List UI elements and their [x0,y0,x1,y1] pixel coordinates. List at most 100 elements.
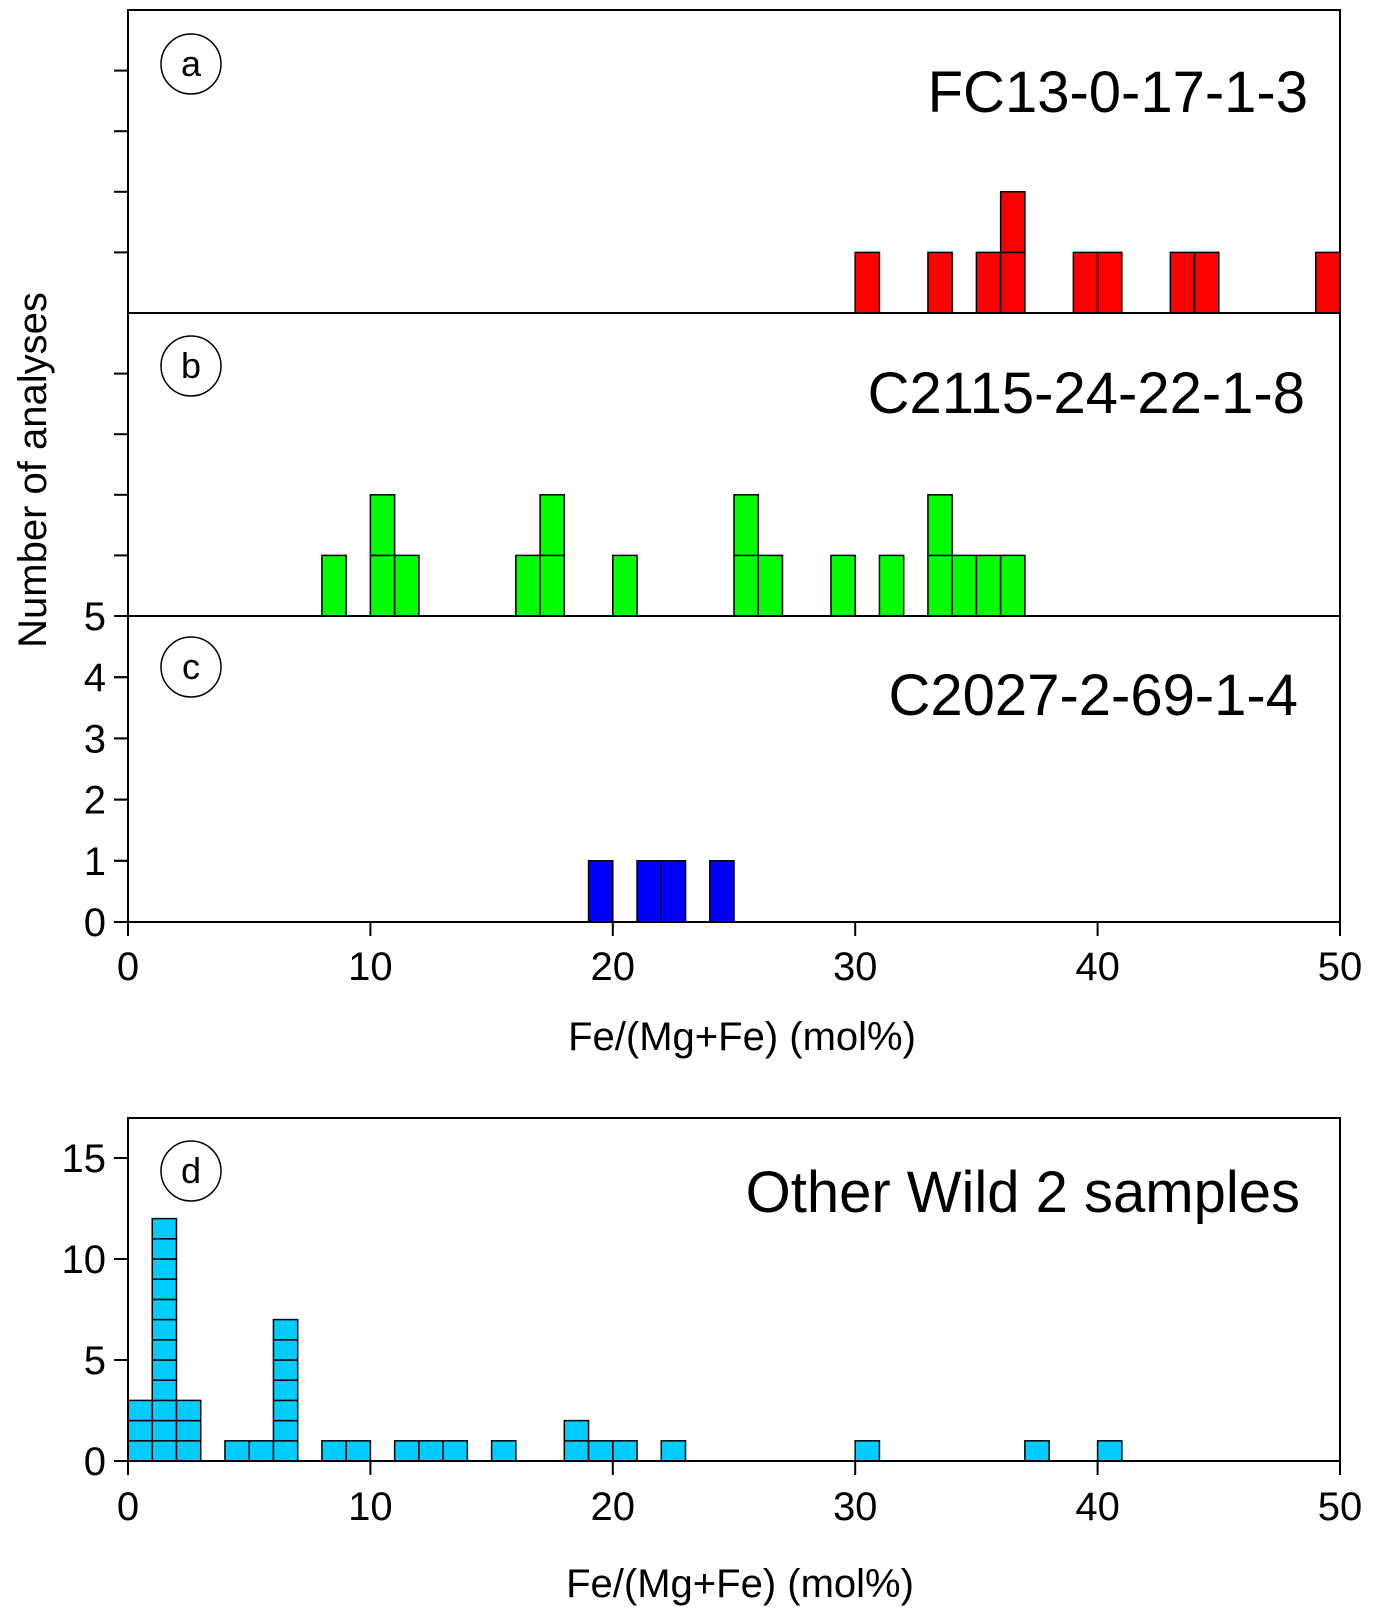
panel-c-bar-0-block-0 [587,860,614,923]
panel-d-xtick-label-10: 10 [348,1485,393,1529]
panel-d-xtick-label-20: 20 [591,1485,636,1529]
panel-c-ytick-label-1: 1 [84,840,106,884]
panel-d-bar-9-block-0 [418,1440,444,1462]
panel-b-bar-5-block-0 [612,554,638,617]
panel-b-bar-1-block-0 [369,554,396,617]
panel-d-xtick-label-50: 50 [1318,1485,1363,1529]
panel-b-bar-12-block-0 [975,554,1002,617]
panel-d-bar-5-block-5 [272,1339,299,1361]
panel-d-bar-17-block-0 [1024,1440,1050,1462]
panel-d-bar-1-block-1 [151,1419,178,1442]
panel-c-ytick-label-0: 0 [84,901,106,945]
panel-d-bar-14-block-0 [612,1440,638,1462]
panel-d-bar-12-block-0 [563,1440,590,1462]
panel-d-bar-1-block-4 [151,1359,178,1381]
panel-b-bar-13-block-0 [999,554,1026,617]
panel-b-bar-8-block-0 [830,554,856,617]
panel-d-bar-5-block-2 [272,1399,299,1422]
panel-c-ytick-label-3: 3 [84,717,106,761]
panel-d-circle [160,1140,222,1202]
panel-d-bar-10-block-0 [442,1440,469,1462]
x-axis-title-bottom: Fe/(Mg+Fe) (mol%) [566,1562,914,1606]
panel-b-bar-4-block-1 [539,494,566,557]
panel-d-bar-15-block-0 [660,1440,687,1462]
panel-a-bar-7-block-0 [1193,251,1220,314]
panel-d-bar-1-block-7 [151,1298,178,1321]
panel-d-xtick-label-0: 0 [117,1485,139,1529]
panel-c-letter: c [182,646,200,687]
panel-d-bar-5-block-1 [272,1419,299,1442]
panel-d-bar-1-block-0 [151,1440,178,1462]
panel-d-bar-16-block-0 [854,1440,881,1462]
panel-d-bar-1-block-10 [151,1238,178,1260]
panel-b-letter: b [181,345,201,386]
panel-d-bar-0-block-0 [127,1440,153,1462]
panel-b-bar-4-block-0 [539,554,566,617]
panel-d-ytick-label-10: 10 [62,1238,107,1282]
panel-d-bar-7-block-0 [345,1440,372,1462]
panel-b-bar-7-block-0 [757,554,784,617]
panel-d-bar-1-block-11 [151,1217,178,1240]
panel-c-xtick-label-10: 10 [348,945,393,989]
panel-c-ytick-label-2: 2 [84,779,106,823]
panel-c-frame [127,615,1341,923]
panel-d-bar-3-block-0 [224,1440,250,1462]
bars-layer [127,191,1341,1462]
panel-a-bar-0-block-0 [854,251,881,314]
panel-a-sample-name: FC13-0-17-1-3 [928,60,1308,125]
panel-d-bar-4-block-0 [248,1440,275,1462]
panel-d-bar-1-block-2 [151,1399,178,1422]
panel-c-bar-1-block-0 [636,860,663,923]
panel-a-bar-3-block-0 [999,251,1026,314]
panel-d-bar-2-block-1 [175,1419,202,1442]
panel-d-bar-5-block-3 [272,1379,299,1402]
panel-c-xtick-label-0: 0 [117,945,139,989]
panel-d-xtick-label-30: 30 [833,1485,878,1529]
panel-c-bar-2-block-0 [660,860,687,923]
panel-b-sample-name: C2115-24-22-1-8 [868,361,1305,426]
panel-d-bar-11-block-0 [490,1440,517,1462]
panel-d-sample-name: Other Wild 2 samples [746,1160,1300,1225]
panel-a-bar-4-block-0 [1072,251,1099,314]
panel-d-ytick-label-0: 0 [84,1440,106,1484]
panel-d-bar-1-block-3 [151,1379,178,1402]
panel-c-ytick-label-5: 5 [84,595,106,639]
panel-b-bar-9-block-0 [878,554,905,617]
panel-b-bar-2-block-0 [393,554,420,617]
panel-d-letter: d [181,1150,201,1191]
panel-b-bar-10-block-1 [927,494,953,557]
panel-c-xtick-label-20: 20 [591,945,636,989]
panel-a-bar-3-block-1 [999,191,1026,254]
panel-d-bar-1-block-6 [151,1318,178,1341]
panel-d-bar-6-block-0 [321,1440,347,1462]
panel-c-xtick-label-50: 50 [1318,945,1363,989]
panel-c-xtick-label-40: 40 [1075,945,1120,989]
panel-d-bar-0-block-1 [127,1419,153,1442]
panel-d-bar-5-block-0 [272,1440,299,1462]
panel-b-bar-3-block-0 [515,554,541,617]
panel-d-ytick-label-15: 15 [62,1137,107,1181]
panel-a-bar-5-block-0 [1096,251,1123,314]
panel-c-sample-name: C2027-2-69-1-4 [889,663,1298,728]
panel-a-circle [160,33,222,95]
panel-a-bar-6-block-0 [1169,251,1196,314]
panel-b-bar-10-block-0 [927,554,953,617]
y-axis-title: Number of analyses [11,292,55,648]
panel-a-bar-2-block-0 [975,251,1002,314]
panel-c-circle [160,636,222,698]
panel-d-bar-13-block-0 [587,1440,614,1462]
panel-d-bar-1-block-5 [151,1339,178,1361]
panel-b-circle [160,335,222,397]
panel-d-bar-1-block-9 [151,1258,178,1280]
panel-a-letter: a [181,43,202,84]
panel-c-ytick-label-4: 4 [84,656,106,700]
panel-d-bar-0-block-2 [127,1399,153,1422]
panel-d-bar-8-block-0 [393,1440,420,1462]
panel-b-bar-6-block-0 [733,554,759,617]
panel-b-bar-1-block-1 [369,494,396,557]
panel-d-bar-2-block-0 [175,1440,202,1462]
panel-d-frame [127,1117,1341,1462]
panel-c-bar-3-block-0 [709,860,735,923]
